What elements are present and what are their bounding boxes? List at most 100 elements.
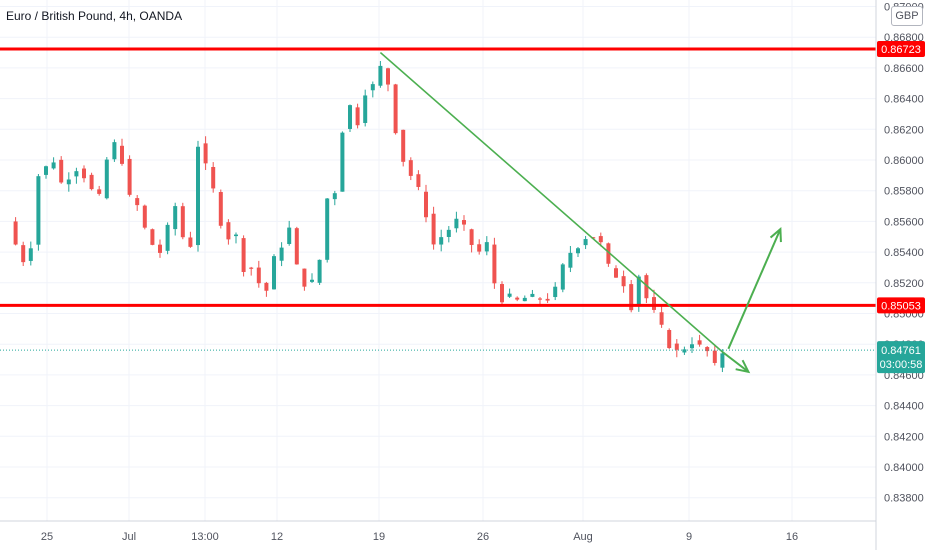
candle-body[interactable] <box>325 198 330 260</box>
candle-body[interactable] <box>51 162 56 169</box>
candle-body[interactable] <box>545 298 550 301</box>
candle-body[interactable] <box>89 174 94 190</box>
candle-body[interactable] <box>355 107 360 126</box>
candle-body[interactable] <box>492 244 497 284</box>
candle-body[interactable] <box>211 166 216 189</box>
candle-body[interactable] <box>127 158 132 195</box>
candle-body[interactable] <box>348 105 352 129</box>
candle-body[interactable] <box>560 264 565 290</box>
candle-body[interactable] <box>13 221 18 245</box>
candle-body[interactable] <box>165 224 170 251</box>
candle-body[interactable] <box>44 166 48 175</box>
candle-body[interactable] <box>264 282 269 291</box>
candle-body[interactable] <box>340 132 345 192</box>
candle-body[interactable] <box>500 284 504 303</box>
candle-body[interactable] <box>598 236 603 243</box>
candle-body[interactable] <box>462 220 466 225</box>
candle-body[interactable] <box>606 243 611 264</box>
candle-body[interactable] <box>682 349 687 353</box>
candle-body[interactable] <box>310 279 314 282</box>
candle-body[interactable] <box>469 229 474 245</box>
candle-body[interactable] <box>416 174 421 187</box>
candle-body[interactable] <box>401 129 406 162</box>
candle-body[interactable] <box>112 142 117 160</box>
candle-body[interactable] <box>120 145 124 164</box>
candle-body[interactable] <box>272 256 276 290</box>
candle-body[interactable] <box>652 297 656 310</box>
candle-body[interactable] <box>59 159 64 183</box>
candle-body[interactable] <box>173 206 178 230</box>
candle-body[interactable] <box>408 160 413 176</box>
candle-body[interactable] <box>636 276 641 307</box>
candle-body[interactable] <box>142 205 147 228</box>
candle-body[interactable] <box>583 239 588 246</box>
candle-body[interactable] <box>188 237 193 247</box>
candle-body[interactable] <box>515 297 520 300</box>
candle-body[interactable] <box>386 68 390 85</box>
currency-badge[interactable]: GBP <box>891 6 923 26</box>
candle-body[interactable] <box>393 84 398 134</box>
candle-body[interactable] <box>180 206 185 238</box>
candle-body[interactable] <box>196 146 200 246</box>
candle-body[interactable] <box>378 65 383 86</box>
candle-body[interactable] <box>621 276 626 287</box>
candle-body[interactable] <box>576 248 580 254</box>
candle-body[interactable] <box>294 228 299 265</box>
candle-body[interactable] <box>150 229 155 245</box>
candles[interactable] <box>13 60 725 373</box>
candle-body[interactable] <box>97 189 102 194</box>
candle-body[interactable] <box>522 297 527 302</box>
candle-body[interactable] <box>226 222 231 240</box>
candle-body[interactable] <box>158 244 162 253</box>
candle-body[interactable] <box>104 159 109 199</box>
candle-body[interactable] <box>690 344 694 349</box>
candle-body[interactable] <box>614 268 618 278</box>
candle-body[interactable] <box>36 176 41 245</box>
candle-body[interactable] <box>553 286 558 298</box>
candle-body[interactable] <box>674 343 679 350</box>
candle-body[interactable] <box>530 293 535 297</box>
candle-body[interactable] <box>234 234 238 237</box>
candle-body[interactable] <box>21 245 26 263</box>
candle-body[interactable] <box>659 312 664 325</box>
candle-body[interactable] <box>28 248 33 261</box>
candle-body[interactable] <box>446 229 451 237</box>
candle-body[interactable] <box>431 213 436 245</box>
candle-body[interactable] <box>370 84 375 91</box>
candle-body[interactable] <box>720 353 725 368</box>
candle-body[interactable] <box>317 259 322 283</box>
candle-body[interactable] <box>332 193 337 200</box>
candle-body[interactable] <box>82 168 86 179</box>
candle-body[interactable] <box>568 252 573 268</box>
candle-body[interactable] <box>203 143 208 164</box>
candle-body[interactable] <box>424 191 428 218</box>
projection-arrow-up[interactable] <box>727 228 782 350</box>
candle-body[interactable] <box>477 244 482 252</box>
candle-body[interactable] <box>363 95 368 123</box>
candle-body[interactable] <box>538 298 542 300</box>
candle-body[interactable] <box>507 293 512 297</box>
candle-body[interactable] <box>241 238 246 272</box>
candle-body[interactable] <box>218 192 223 226</box>
candle-body[interactable] <box>667 329 672 349</box>
descending-trendline[interactable] <box>379 51 723 353</box>
candle-body[interactable] <box>697 340 702 345</box>
candle-body[interactable] <box>629 284 634 311</box>
candle-body[interactable] <box>439 237 444 245</box>
candle-body[interactable] <box>74 171 79 177</box>
candle-body[interactable] <box>279 247 284 261</box>
candle-body[interactable] <box>644 275 649 299</box>
candle-body[interactable] <box>135 198 140 206</box>
candle-body[interactable] <box>454 218 459 229</box>
candle-body[interactable] <box>249 267 254 269</box>
projection-arrow-down[interactable] <box>721 351 750 373</box>
candle-body[interactable] <box>712 350 717 363</box>
candle-body[interactable] <box>256 267 261 284</box>
candle-body[interactable] <box>287 227 292 244</box>
drawings[interactable] <box>0 47 876 374</box>
candle-body[interactable] <box>302 268 307 287</box>
candle-body[interactable] <box>705 347 710 352</box>
candle-body[interactable] <box>66 179 71 185</box>
